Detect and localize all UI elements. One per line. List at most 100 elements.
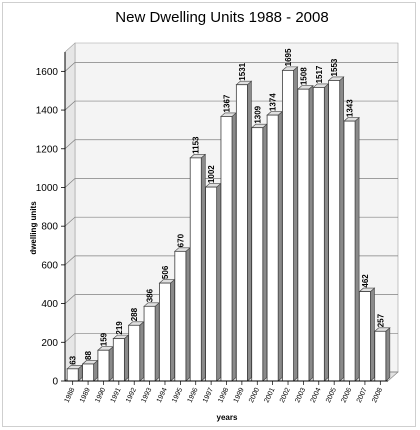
x-tick-label: 2004 [310,387,323,404]
bar-front [266,114,279,382]
data-label: 1695 [284,48,293,66]
x-tick-label: 1995 [171,387,184,404]
data-label: 1531 [238,62,247,80]
y-tick-label: 0 [52,377,58,388]
x-tick-label: 1990 [94,387,107,404]
chart-frame [2,2,416,427]
y-tick-label: 1600 [36,67,59,78]
chart-title: New Dwelling Units 1988 - 2008 [115,9,328,26]
bar-side [247,80,252,382]
bar: 1343 [343,99,360,382]
bar-side [185,247,191,382]
bar-front [143,305,156,382]
y-axis-label: dwelling units [29,201,38,255]
bar: 670 [174,233,191,382]
bar-front [251,127,264,382]
data-label: 462 [361,274,370,288]
bar: 219 [112,321,130,382]
y-tick-label: 600 [41,260,58,271]
bar-front [189,157,202,382]
data-label: 1374 [269,93,278,111]
data-label: 159 [99,332,108,346]
bar: 1695 [281,48,299,382]
bar-side [200,153,206,382]
bar: 159 [97,332,114,382]
x-tick-label: 1989 [79,387,92,404]
bar-front [66,368,79,382]
bar-front [343,120,356,382]
bar-front [205,186,218,382]
gridline [64,62,398,72]
data-label: 506 [161,265,170,279]
bar: 1002 [204,165,222,382]
bar-side [293,66,298,382]
bar-side [324,83,329,382]
data-label: 1553 [330,58,339,76]
x-tick-label: 2000 [248,387,261,404]
bar-front [82,363,95,382]
x-tick-label: 2003 [294,387,307,404]
x-tick-label: 2008 [371,387,384,404]
bar-side [139,321,145,382]
bar-front [112,338,125,382]
bar-side [154,302,160,382]
bar: 1374 [266,93,283,382]
bar: 1508 [297,67,314,382]
y-tick-label: 400 [41,299,58,310]
bar-side [108,346,114,382]
x-tick-label: 2007 [356,387,369,404]
bar-front [282,69,294,382]
y-tick-label: 1400 [36,106,59,117]
x-tick-label: 1999 [233,387,246,404]
bar-front [328,80,341,382]
y-tick-label: 800 [41,222,58,233]
data-label: 1367 [223,94,232,112]
data-label: 1002 [207,165,216,183]
bar: 506 [158,265,176,382]
x-tick-label: 2005 [325,387,338,404]
bar-front [128,324,141,382]
bar-side [370,287,375,382]
data-label: 1309 [253,105,262,123]
x-tick-label: 1993 [140,387,153,404]
bar: 1367 [220,94,237,382]
x-tick-label: 1994 [156,387,169,404]
data-label: 257 [376,313,385,327]
y-axis-ticks: 0 200 400 600 800 1000 1200 1400 1600 [36,52,66,388]
data-label: 670 [176,233,185,247]
bar-front [97,349,110,382]
x-tick-label: 2001 [264,387,277,404]
bar-front [159,282,171,382]
bar-side [216,182,221,382]
x-tick-label: 2002 [279,387,292,404]
x-axis-ticks: 1988 1989 1990 1991 1992 1993 1994 1995 1996 1997… [64,380,388,404]
bar-front [374,330,387,382]
x-tick-label: 1998 [217,387,230,404]
x-tick-label: 1992 [125,387,138,404]
data-label: 386 [146,288,155,302]
bar-side [124,334,129,382]
side-wall [64,42,76,382]
x-tick-label: 2006 [340,387,353,404]
bar: 462 [358,274,376,382]
data-label: 88 [84,351,93,360]
bar: 386 [143,288,160,382]
x-tick-label: 1988 [64,387,77,404]
data-label: 219 [115,321,124,335]
bar-side [385,327,391,382]
data-label: 63 [69,355,78,364]
bar-side [354,116,360,382]
bar: 1553 [327,58,345,382]
bar: 1517 [312,65,330,382]
y-tick-label: 1200 [36,144,59,155]
data-label: 1508 [299,67,308,85]
bar: 1153 [189,136,207,382]
data-label: 1517 [315,65,324,83]
x-tick-label: 1996 [187,387,200,404]
bar-front [220,116,233,382]
bar-side [277,110,283,382]
bar-front [235,84,248,382]
x-tick-label: 1991 [110,387,123,404]
bar-side [170,278,175,382]
